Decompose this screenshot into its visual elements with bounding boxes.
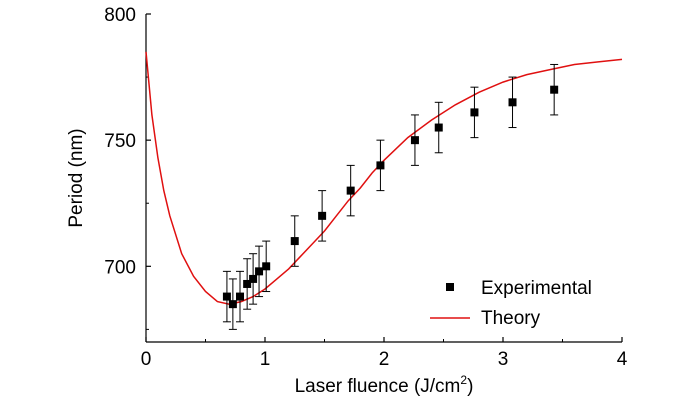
data-point xyxy=(550,63,559,116)
x-axis-label: Laser fluence (J/cm2) xyxy=(295,373,474,397)
y-tick-label: 800 xyxy=(104,5,136,26)
theory-curve xyxy=(145,51,623,305)
point-marker xyxy=(222,292,231,301)
data-point xyxy=(290,215,299,267)
data-point xyxy=(410,114,419,166)
legend-label-theory: Theory xyxy=(481,308,541,329)
point-marker xyxy=(508,98,517,107)
point-marker xyxy=(290,237,299,246)
data-point xyxy=(508,76,517,129)
data-point xyxy=(318,190,327,242)
x-tick-label: 2 xyxy=(379,349,390,370)
data-point xyxy=(262,240,271,293)
legend-marker-experimental xyxy=(446,283,454,291)
y-tick-label: 750 xyxy=(104,131,136,152)
point-marker xyxy=(318,211,327,220)
point-marker xyxy=(410,136,419,145)
point-marker xyxy=(249,274,258,283)
x-tick-label: 0 xyxy=(141,349,152,370)
ticks: 700 750 800 0 1 2 3 4 xyxy=(104,5,627,370)
point-marker xyxy=(255,267,264,276)
data-point xyxy=(236,270,245,323)
data-point xyxy=(376,139,385,192)
legend: Experimental Theory xyxy=(430,278,592,329)
theory-layer xyxy=(145,51,623,305)
data-point xyxy=(243,258,252,310)
point-marker xyxy=(346,186,355,195)
data-point xyxy=(222,270,231,323)
points-layer xyxy=(222,63,559,330)
point-marker xyxy=(376,161,385,170)
x-axis-label-main: Laser fluence (J/cm xyxy=(295,376,461,397)
y-tick-label: 700 xyxy=(104,257,136,278)
data-point xyxy=(255,245,264,298)
legend-label-experimental: Experimental xyxy=(481,278,592,299)
point-marker xyxy=(434,123,443,132)
data-point xyxy=(346,164,355,217)
data-point xyxy=(434,101,443,154)
x-tick-label: 1 xyxy=(260,349,271,370)
point-marker xyxy=(236,292,245,301)
data-point xyxy=(249,253,258,305)
point-marker xyxy=(550,85,559,94)
x-tick-label: 4 xyxy=(617,349,628,370)
data-point xyxy=(228,278,237,330)
point-marker xyxy=(262,262,271,271)
point-marker xyxy=(228,300,237,309)
data-point xyxy=(470,86,479,139)
point-marker xyxy=(470,108,479,117)
y-axis-label: Period (nm) xyxy=(66,128,87,227)
point-marker xyxy=(243,279,252,288)
x-axis-label-end: ) xyxy=(467,376,473,397)
x-tick-label: 3 xyxy=(498,349,509,370)
x-axis-label-superscript: 2 xyxy=(460,373,467,387)
